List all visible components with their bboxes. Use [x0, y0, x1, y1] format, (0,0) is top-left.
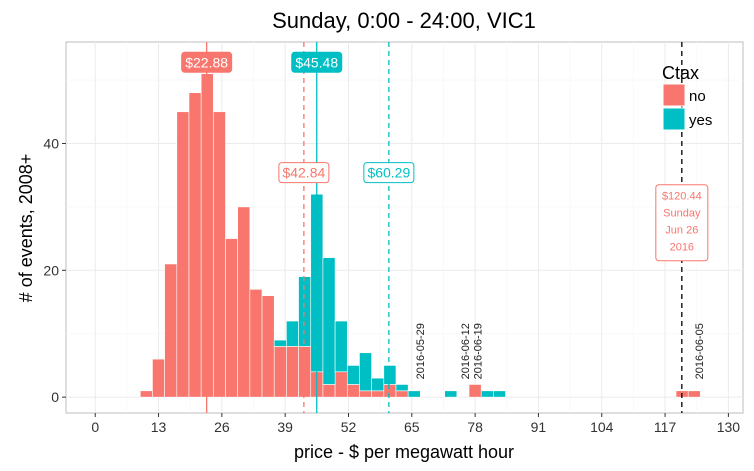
- bar-yes: [298, 276, 312, 347]
- median-yes-box: [291, 51, 343, 73]
- x-tick-label: 91: [531, 419, 547, 435]
- current-price-line: Jun 26: [665, 225, 698, 237]
- x-tick-label: 78: [467, 419, 483, 435]
- reference-lines: [206, 42, 683, 413]
- legend-swatch-yes: [662, 107, 686, 131]
- y-tick-label: 40: [43, 135, 59, 151]
- annotations: $22.88 $45.48 $42.84 $60.29 $120.44 Sunday Jun…: [181, 51, 709, 379]
- bar-no: [687, 390, 701, 398]
- bar-yes: [395, 384, 409, 392]
- current-price-line: 2016: [670, 242, 694, 254]
- bar-no: [334, 371, 348, 398]
- bar-no: [371, 390, 385, 398]
- bar-no: [237, 206, 251, 398]
- x-tick-label: 13: [151, 419, 167, 435]
- axes: 0 13 26 39 52 65 78 91 104 117 130 0 20 40: [43, 135, 740, 435]
- bar-no: [176, 111, 190, 398]
- median-no-label: $22.88: [185, 54, 228, 70]
- legend-swatch-no: [662, 83, 686, 107]
- bar-no: [468, 384, 482, 398]
- median-yes-label: $45.48: [295, 54, 338, 70]
- bar-yes: [383, 365, 397, 385]
- current-price-box: [655, 184, 709, 262]
- bar-no: [359, 390, 372, 398]
- bar-no: [249, 289, 263, 398]
- bar-no: [188, 92, 202, 398]
- median-no-box: [181, 51, 233, 73]
- x-tick-label: 130: [717, 419, 741, 435]
- bar-no: [395, 390, 409, 398]
- mean-yes-box: [363, 162, 415, 184]
- legend: Ctax no yes: [662, 63, 712, 131]
- bar-yes: [493, 390, 506, 398]
- y-axis-title: # of events, 2008+: [16, 154, 36, 303]
- bar-no: [261, 295, 275, 398]
- bar-yes: [322, 257, 336, 385]
- bar-no: [322, 384, 336, 398]
- current-price-line: $120.44: [662, 191, 702, 203]
- bar-yes: [480, 390, 494, 398]
- bar-yes: [346, 365, 360, 385]
- bar-no: [273, 346, 287, 398]
- x-tick-label: 104: [590, 419, 614, 435]
- bar-no: [225, 238, 238, 398]
- chart-title: Sunday, 0:00 - 24:00, VIC1: [272, 8, 536, 33]
- bar-no: [152, 358, 165, 398]
- mean-no-box: [278, 162, 330, 184]
- date-label: 2016-06-05: [694, 323, 706, 379]
- current-price-line: Sunday: [663, 208, 701, 220]
- x-tick-label: 65: [404, 419, 420, 435]
- x-tick-label: 26: [214, 419, 230, 435]
- bar-no: [164, 263, 178, 398]
- bar-yes: [334, 320, 348, 373]
- date-label: 2016-06-19: [472, 323, 484, 379]
- bar-yes: [273, 339, 287, 347]
- x-tick-label: 0: [91, 419, 99, 435]
- y-tick-label: 0: [51, 389, 59, 405]
- x-axis-title: price - $ per megawatt hour: [294, 442, 514, 462]
- x-tick-label: 117: [654, 419, 677, 435]
- bar-no: [383, 384, 397, 398]
- mean-yes-label: $60.29: [367, 165, 410, 181]
- legend-label-yes: yes: [689, 112, 712, 129]
- x-tick-label: 39: [277, 419, 293, 435]
- bar-no: [298, 346, 312, 398]
- legend-label-no: no: [689, 88, 706, 105]
- date-label: 2016-06-12: [460, 323, 472, 379]
- date-label: 2016-05-29: [415, 323, 427, 379]
- bar-yes: [407, 390, 421, 398]
- bar-no: [346, 384, 360, 398]
- mean-no-label: $42.84: [282, 165, 325, 181]
- bar-yes: [286, 320, 299, 347]
- legend-title: Ctax: [662, 63, 699, 83]
- bar-yes: [359, 352, 372, 392]
- x-tick-label: 52: [341, 419, 357, 435]
- bar-yes: [444, 390, 458, 398]
- bar-no: [286, 346, 299, 398]
- bar-yes: [371, 377, 385, 392]
- bar-no: [213, 111, 226, 398]
- y-tick-label: 20: [43, 262, 59, 278]
- bar-no: [139, 390, 153, 398]
